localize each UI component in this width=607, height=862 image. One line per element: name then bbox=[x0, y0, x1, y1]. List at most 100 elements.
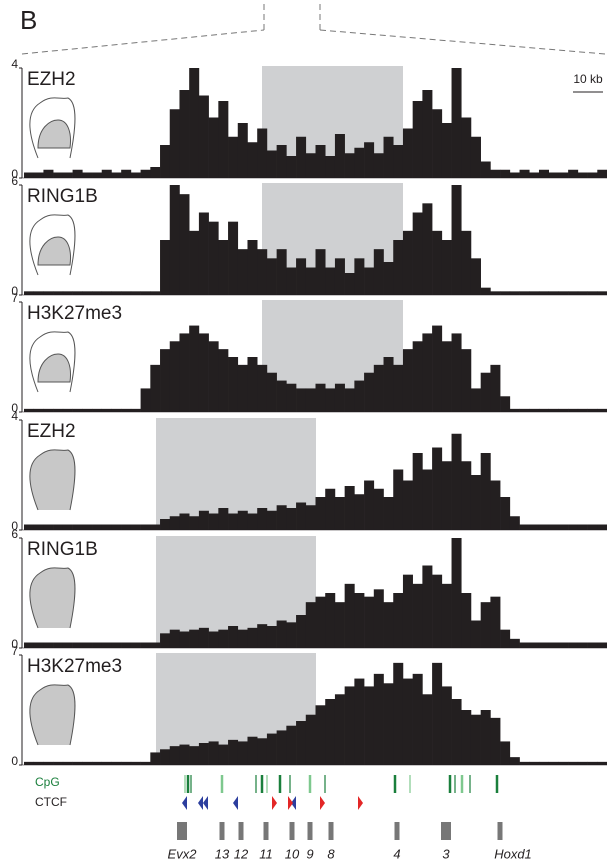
bar bbox=[238, 249, 248, 295]
bar bbox=[568, 762, 578, 765]
bar bbox=[539, 170, 549, 178]
bar bbox=[218, 349, 228, 412]
bar bbox=[189, 326, 199, 412]
ctcf-forward bbox=[272, 796, 277, 810]
bar bbox=[529, 409, 539, 412]
bar bbox=[452, 333, 462, 412]
bar bbox=[490, 597, 500, 648]
bar bbox=[73, 170, 83, 178]
bar bbox=[306, 505, 316, 530]
bar bbox=[481, 602, 491, 648]
bar bbox=[374, 153, 384, 178]
bar bbox=[189, 68, 199, 178]
bar bbox=[189, 746, 199, 765]
bar bbox=[228, 514, 238, 531]
bar bbox=[218, 630, 228, 648]
bar bbox=[257, 365, 267, 412]
track-label: H3K27me3 bbox=[27, 303, 122, 324]
bar bbox=[568, 409, 578, 412]
bar bbox=[277, 730, 287, 765]
bar bbox=[170, 630, 180, 648]
bar bbox=[179, 90, 189, 178]
bar bbox=[228, 357, 238, 412]
bar bbox=[364, 481, 374, 531]
bar bbox=[34, 762, 44, 765]
gene-box bbox=[264, 822, 269, 840]
bar bbox=[296, 721, 306, 765]
bar bbox=[539, 643, 549, 649]
bar bbox=[345, 486, 355, 530]
bar bbox=[520, 762, 530, 765]
gene-box bbox=[498, 822, 503, 840]
bar bbox=[520, 409, 530, 412]
bar bbox=[102, 409, 112, 412]
bar bbox=[558, 762, 568, 765]
bar bbox=[199, 96, 209, 179]
bar bbox=[131, 409, 141, 412]
bar bbox=[432, 326, 442, 412]
bar bbox=[316, 145, 326, 178]
gene-box bbox=[395, 822, 400, 840]
bar bbox=[422, 90, 432, 178]
track-label: EZH2 bbox=[27, 69, 76, 90]
bar bbox=[403, 349, 413, 412]
bar bbox=[316, 705, 326, 765]
bar bbox=[24, 643, 34, 649]
bar bbox=[228, 137, 238, 178]
bar bbox=[539, 762, 549, 765]
bar bbox=[432, 448, 442, 531]
bar bbox=[238, 365, 248, 412]
ctcf-label: CTCF bbox=[35, 795, 67, 809]
bar bbox=[364, 597, 374, 648]
bar bbox=[597, 525, 607, 531]
bar bbox=[549, 762, 559, 765]
bar bbox=[471, 475, 481, 530]
gene-box bbox=[329, 822, 334, 840]
bar bbox=[374, 589, 384, 648]
bar bbox=[529, 173, 539, 179]
bar bbox=[520, 525, 530, 531]
bar bbox=[43, 409, 53, 412]
bar bbox=[403, 481, 413, 531]
bar bbox=[345, 584, 355, 648]
bar bbox=[442, 341, 452, 412]
bar bbox=[403, 575, 413, 648]
figure: B 10 kb CpG CTCF 04EZH206RING1B07H3K27me… bbox=[0, 0, 607, 862]
track-label: H3K27me3 bbox=[27, 656, 122, 677]
bar bbox=[179, 514, 189, 531]
bar bbox=[422, 470, 432, 531]
bar bbox=[24, 291, 34, 295]
bar bbox=[539, 291, 549, 295]
bar bbox=[325, 593, 335, 648]
gene-label: 4 bbox=[393, 846, 400, 861]
bar bbox=[34, 643, 44, 649]
bar bbox=[228, 222, 238, 295]
bar bbox=[286, 156, 296, 178]
bar bbox=[500, 170, 510, 178]
bar bbox=[63, 762, 73, 765]
bar bbox=[325, 388, 335, 412]
bar bbox=[121, 762, 131, 765]
bar bbox=[160, 240, 170, 295]
bar bbox=[179, 745, 189, 765]
y-tick-label: 6 bbox=[11, 527, 18, 541]
bar bbox=[393, 593, 403, 648]
y-tick-label: 4 bbox=[11, 409, 18, 423]
bar bbox=[452, 699, 462, 765]
bar bbox=[452, 185, 462, 295]
bar bbox=[471, 388, 481, 412]
bar bbox=[306, 715, 316, 765]
ctcf-forward bbox=[320, 796, 325, 810]
gene-label: 8 bbox=[327, 846, 335, 861]
bar bbox=[306, 388, 316, 412]
zoom-lines bbox=[22, 0, 605, 54]
bar bbox=[384, 602, 394, 648]
bar bbox=[53, 525, 63, 531]
bar bbox=[481, 162, 491, 179]
bar bbox=[63, 525, 73, 531]
bar bbox=[393, 663, 403, 765]
bar bbox=[257, 738, 267, 765]
bar bbox=[549, 525, 559, 531]
bar bbox=[461, 231, 471, 295]
bar bbox=[131, 643, 141, 649]
